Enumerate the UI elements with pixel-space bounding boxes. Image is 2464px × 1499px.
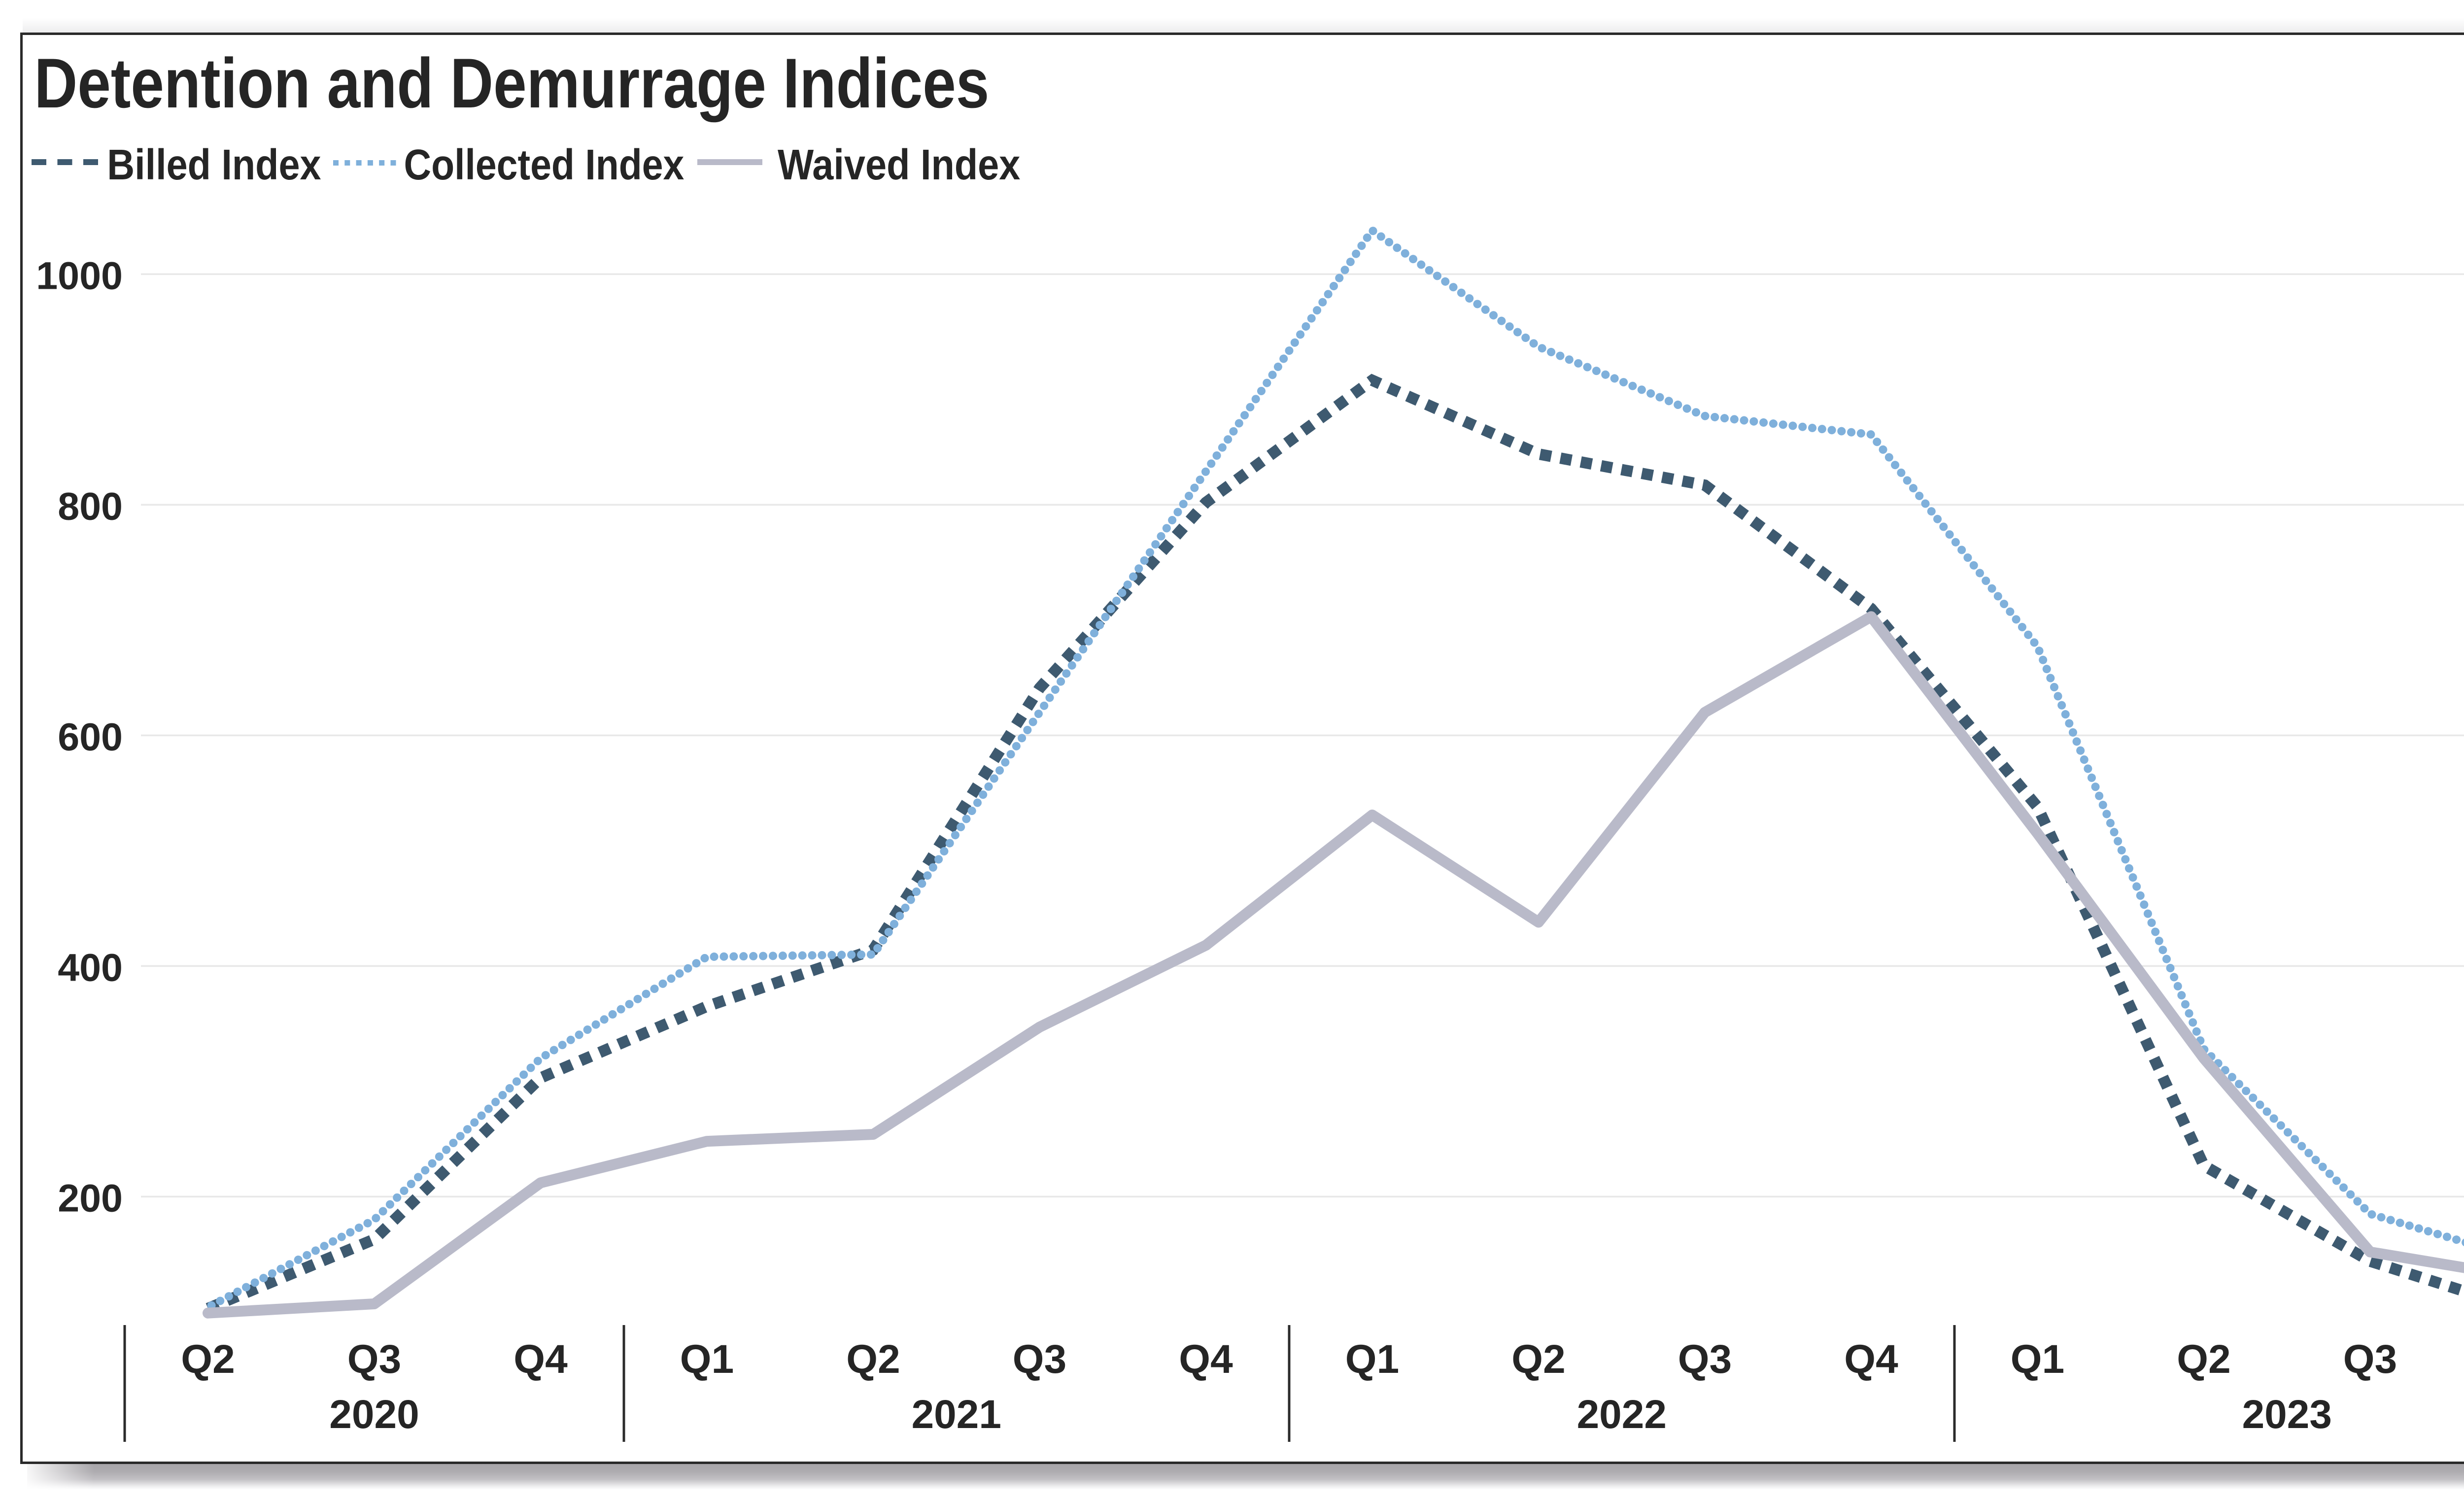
svg-text:2020: 2020: [329, 1392, 419, 1437]
svg-text:Waived Index: Waived Index: [778, 141, 1021, 189]
svg-text:Q1: Q1: [680, 1337, 734, 1382]
svg-text:800: 800: [58, 484, 123, 528]
svg-text:Q4: Q4: [1844, 1337, 1898, 1382]
svg-text:2023: 2023: [2242, 1392, 2332, 1437]
svg-text:Q1: Q1: [1345, 1337, 1399, 1382]
svg-text:Detention and Demurrage Indice: Detention and Demurrage Indices: [34, 44, 990, 123]
svg-text:2022: 2022: [1577, 1392, 1667, 1437]
svg-text:Q3: Q3: [1678, 1337, 1732, 1382]
svg-text:Q3: Q3: [347, 1337, 401, 1382]
svg-text:1000: 1000: [36, 254, 123, 298]
svg-text:200: 200: [58, 1176, 123, 1220]
svg-text:400: 400: [58, 946, 123, 989]
svg-text:Q4: Q4: [1179, 1337, 1233, 1382]
svg-text:Q3: Q3: [1013, 1337, 1066, 1382]
svg-text:600: 600: [58, 715, 123, 759]
svg-text:Q2: Q2: [181, 1337, 235, 1382]
svg-text:Collected Index: Collected Index: [404, 141, 684, 189]
svg-text:Q4: Q4: [513, 1337, 568, 1382]
svg-text:Q1: Q1: [2011, 1337, 2064, 1382]
svg-text:Q2: Q2: [2177, 1337, 2230, 1382]
svg-text:Q3: Q3: [2343, 1337, 2397, 1382]
svg-text:Q2: Q2: [846, 1337, 900, 1382]
svg-text:2021: 2021: [912, 1392, 1001, 1437]
svg-text:Q2: Q2: [1511, 1337, 1565, 1382]
svg-text:Billed Index: Billed Index: [107, 141, 321, 189]
